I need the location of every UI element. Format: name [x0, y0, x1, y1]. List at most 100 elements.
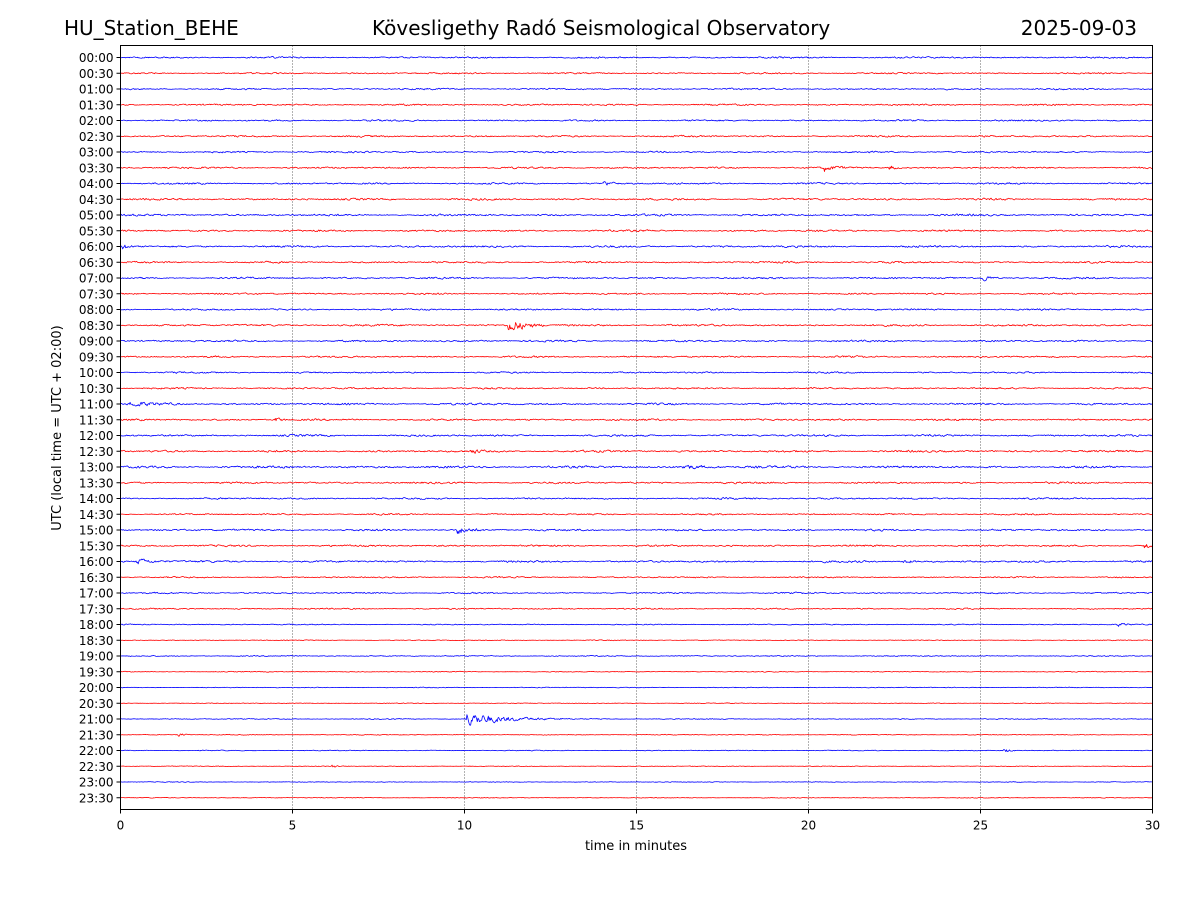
trace-1830 — [120, 639, 1153, 642]
trace-0530 — [120, 229, 1153, 233]
trace-0230 — [120, 134, 1153, 138]
y-tick-label: 07:00 — [79, 272, 114, 286]
y-tick-label: 00:30 — [79, 67, 114, 81]
trace-1400 — [120, 497, 1153, 500]
trace-1300 — [120, 464, 1153, 470]
trace-1700 — [120, 591, 1153, 595]
y-tick-label: 12:30 — [79, 445, 114, 459]
trace-0700 — [120, 276, 1153, 282]
trace-1600 — [120, 558, 1153, 565]
x-tick-label: 5 — [289, 819, 297, 833]
trace-0030 — [120, 71, 1153, 75]
y-tick-label: 09:00 — [79, 335, 114, 349]
y-tick-label: 09:30 — [79, 350, 114, 364]
y-tick-label: 15:30 — [79, 539, 114, 553]
trace-0300 — [120, 150, 1153, 154]
trace-1000 — [120, 371, 1153, 374]
y-tick-label: 05:00 — [79, 209, 114, 223]
trace-1230 — [120, 449, 1153, 454]
y-tick-label: 17:30 — [79, 602, 114, 616]
trace-0630 — [120, 260, 1153, 264]
trace-1800 — [120, 623, 1153, 627]
y-tick-label: 00:00 — [79, 51, 114, 65]
trace-0730 — [120, 292, 1153, 296]
plot-frame — [120, 45, 1153, 810]
y-tick-label: 07:30 — [79, 287, 114, 301]
trace-1130 — [120, 417, 1153, 422]
trace-0200 — [120, 119, 1153, 122]
y-tick-label: 14:30 — [79, 508, 114, 522]
y-tick-label: 08:30 — [79, 319, 114, 333]
y-tick-label: 19:00 — [79, 650, 114, 664]
grid-lines — [292, 45, 981, 810]
y-tick-label: 15:00 — [79, 524, 114, 538]
y-tick-label: 14:00 — [79, 492, 114, 506]
trace-1100 — [120, 401, 1153, 407]
x-tick-label: 30 — [1145, 819, 1160, 833]
y-tick-label: 10:30 — [79, 382, 114, 396]
y-tick-label: 03:30 — [79, 161, 114, 175]
y-tick-label: 21:30 — [79, 728, 114, 742]
trace-1730 — [120, 607, 1153, 610]
trace-0330 — [120, 165, 1153, 172]
y-tick-label: 11:00 — [79, 398, 114, 412]
x-tick-label: 10 — [457, 819, 472, 833]
trace-1930 — [120, 670, 1153, 673]
x-tick-label: 20 — [801, 819, 816, 833]
y-tick-label: 18:30 — [79, 634, 114, 648]
x-tick-label: 15 — [629, 819, 644, 833]
y-tick-label: 16:30 — [79, 571, 114, 585]
y-tick-label: 21:00 — [79, 713, 114, 727]
trace-1030 — [120, 386, 1153, 390]
y-tick-label: 13:30 — [79, 476, 114, 490]
trace-0800 — [120, 308, 1153, 311]
y-tick-label: 01:30 — [79, 98, 114, 112]
trace-2230 — [120, 764, 1153, 768]
x-tick-label: 0 — [117, 819, 125, 833]
y-tick-label: 23:00 — [79, 776, 114, 790]
y-tick-label: 01:00 — [79, 83, 114, 97]
y-tick-label: 02:00 — [79, 114, 114, 128]
y-tick-label: 22:00 — [79, 744, 114, 758]
y-tick-label: 04:00 — [79, 177, 114, 191]
y-tick-label: 17:00 — [79, 587, 114, 601]
y-tick-label: 20:00 — [79, 681, 114, 695]
y-tick-label: 23:30 — [79, 791, 114, 805]
y-axis-label: UTC (local time = UTC + 02:00) — [50, 325, 65, 530]
y-tick-label: 03:00 — [79, 146, 114, 160]
trace-0130 — [120, 103, 1153, 107]
trace-1200 — [120, 433, 1153, 437]
trace-0000 — [120, 56, 1153, 59]
chart-title: Kövesligethy Radó Seismological Observat… — [372, 16, 831, 40]
trace-0430 — [120, 197, 1153, 201]
x-tick-label: 25 — [973, 819, 988, 833]
y-tick-label: 06:00 — [79, 240, 114, 254]
trace-0830 — [120, 322, 1153, 331]
trace-0500 — [120, 213, 1153, 217]
y-tick-label: 13:00 — [79, 461, 114, 475]
trace-1530 — [120, 544, 1153, 549]
y-tick-label: 02:30 — [79, 130, 114, 144]
trace-0600 — [120, 244, 1153, 250]
trace-1500 — [120, 528, 1153, 534]
y-tick-label: 11:30 — [79, 413, 114, 427]
chart-date: 2025-09-03 — [1020, 16, 1137, 40]
trace-2030 — [120, 702, 1153, 705]
trace-2330 — [120, 796, 1153, 799]
y-tick-label: 18:00 — [79, 618, 114, 632]
trace-2100 — [120, 714, 1153, 726]
trace-1630 — [120, 575, 1153, 579]
trace-0930 — [120, 355, 1153, 359]
y-tick-label: 10:00 — [79, 366, 114, 380]
x-axis-label: time in minutes — [585, 839, 687, 854]
y-tick-label: 08:00 — [79, 303, 114, 317]
y-tick-label: 16:00 — [79, 555, 114, 569]
y-tick-label: 12:00 — [79, 429, 114, 443]
trace-0100 — [120, 87, 1153, 91]
trace-2000 — [120, 686, 1153, 689]
trace-2300 — [120, 781, 1153, 783]
y-tick-label: 22:30 — [79, 760, 114, 774]
trace-1900 — [120, 654, 1153, 657]
